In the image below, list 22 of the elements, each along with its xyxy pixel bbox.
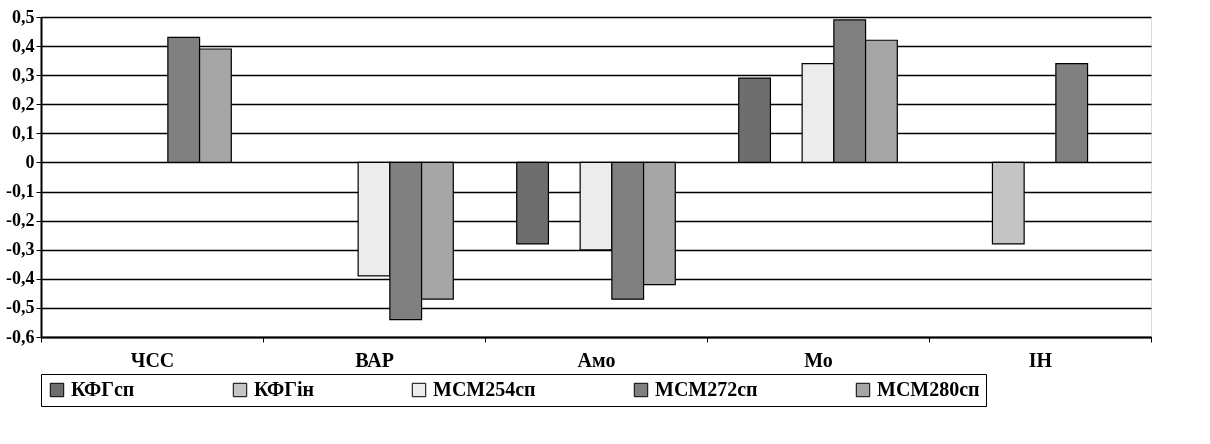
legend-label: КФГін	[254, 378, 314, 400]
x-tick-label: ЧСС	[130, 348, 175, 371]
y-tick-label: 0,2	[12, 93, 35, 114]
y-tick-label: 0	[25, 151, 35, 172]
y-tick-label: -0,1	[6, 181, 35, 202]
y-tick-label: -0,6	[6, 326, 35, 347]
y-tick-label: 0,1	[12, 122, 35, 143]
legend-label: МСМ280сп	[877, 378, 980, 400]
x-tick-label: ВАР	[355, 348, 394, 371]
x-tick-label: ІН	[1028, 348, 1053, 371]
x-tick-label: Амо	[577, 348, 616, 371]
y-tick-label: 0,3	[12, 64, 35, 85]
y-tick-label: -0,4	[6, 268, 35, 289]
y-tick-label: -0,3	[6, 239, 35, 260]
legend-label: МСМ272сп	[655, 378, 758, 400]
y-tick-label: 0,4	[12, 35, 35, 56]
legend-label: МСМ254сп	[433, 378, 536, 400]
x-tick-label: Мо	[804, 348, 833, 371]
legend-label: КФГсп	[71, 378, 135, 400]
y-tick-label: -0,2	[6, 210, 35, 231]
y-tick-label: -0,5	[6, 297, 35, 318]
y-tick-label: 0,5	[12, 6, 35, 27]
